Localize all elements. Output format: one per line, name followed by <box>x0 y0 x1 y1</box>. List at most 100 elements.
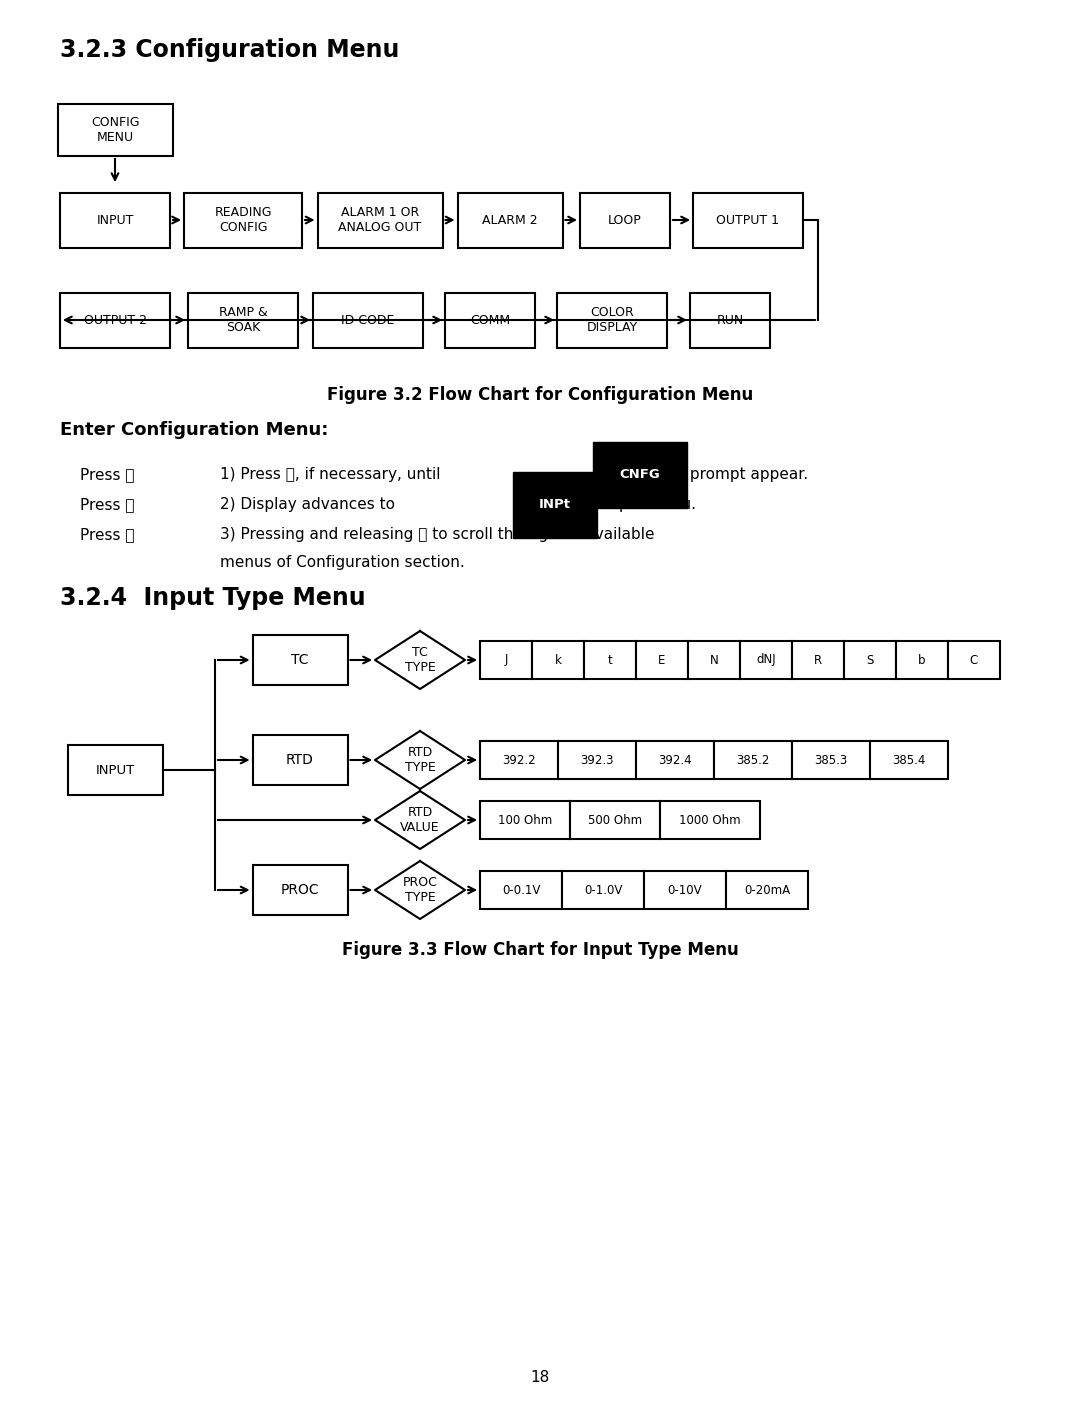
FancyBboxPatch shape <box>714 741 792 779</box>
FancyBboxPatch shape <box>792 741 870 779</box>
Text: 500 Ohm: 500 Ohm <box>588 813 643 826</box>
Text: RUN: RUN <box>716 313 744 326</box>
Text: prompt appear.: prompt appear. <box>685 467 808 483</box>
FancyBboxPatch shape <box>636 741 714 779</box>
Text: 2) Display advances to: 2) Display advances to <box>220 497 400 513</box>
FancyBboxPatch shape <box>562 871 644 909</box>
Text: 385.3: 385.3 <box>814 754 848 767</box>
Text: k: k <box>554 654 562 666</box>
FancyBboxPatch shape <box>318 192 443 247</box>
Text: 3) Pressing and releasing ⓘ to scroll through all available: 3) Pressing and releasing ⓘ to scroll th… <box>220 528 654 542</box>
FancyBboxPatch shape <box>480 801 570 839</box>
Text: R: R <box>814 654 822 666</box>
Text: 385.4: 385.4 <box>892 754 926 767</box>
Text: RTD: RTD <box>286 753 314 767</box>
FancyBboxPatch shape <box>636 641 688 679</box>
Text: 18: 18 <box>530 1370 550 1385</box>
Text: Input Menu.: Input Menu. <box>600 497 696 513</box>
FancyBboxPatch shape <box>726 871 808 909</box>
Text: b: b <box>918 654 926 666</box>
Text: E: E <box>659 654 665 666</box>
FancyBboxPatch shape <box>60 192 170 247</box>
FancyBboxPatch shape <box>480 871 562 909</box>
Text: 1) Press ⓘ, if necessary, until: 1) Press ⓘ, if necessary, until <box>220 467 445 483</box>
Text: TC
TYPE: TC TYPE <box>405 647 435 674</box>
FancyBboxPatch shape <box>948 641 1000 679</box>
Text: N: N <box>710 654 718 666</box>
Text: S: S <box>866 654 874 666</box>
FancyBboxPatch shape <box>480 641 532 679</box>
Text: PROC
TYPE: PROC TYPE <box>403 875 437 904</box>
FancyBboxPatch shape <box>693 192 804 247</box>
Text: 392.2: 392.2 <box>502 754 536 767</box>
FancyBboxPatch shape <box>870 741 948 779</box>
Text: INPt: INPt <box>539 498 571 511</box>
FancyBboxPatch shape <box>253 736 348 785</box>
FancyBboxPatch shape <box>188 292 298 347</box>
Text: ALARM 1 OR
ANALOG OUT: ALARM 1 OR ANALOG OUT <box>338 206 421 234</box>
Text: OUTPUT 1: OUTPUT 1 <box>716 213 780 226</box>
Text: dNJ: dNJ <box>756 654 775 666</box>
Text: 3.2.4  Input Type Menu: 3.2.4 Input Type Menu <box>60 586 366 610</box>
Text: COMM: COMM <box>470 313 510 326</box>
Text: Press ⓙ: Press ⓙ <box>80 497 135 513</box>
FancyBboxPatch shape <box>480 741 558 779</box>
Text: COLOR
DISPLAY: COLOR DISPLAY <box>586 306 637 335</box>
Text: 0-20mA: 0-20mA <box>744 884 791 897</box>
FancyBboxPatch shape <box>57 104 173 155</box>
Text: ALARM 2: ALARM 2 <box>482 213 538 226</box>
FancyBboxPatch shape <box>558 741 636 779</box>
Text: Enter Configuration Menu:: Enter Configuration Menu: <box>60 421 328 439</box>
Text: CONFIG
MENU: CONFIG MENU <box>91 116 139 144</box>
Text: 100 Ohm: 100 Ohm <box>498 813 552 826</box>
Text: 0-10V: 0-10V <box>667 884 702 897</box>
Text: ID CODE: ID CODE <box>341 313 394 326</box>
FancyBboxPatch shape <box>253 866 348 915</box>
FancyBboxPatch shape <box>570 801 660 839</box>
Text: RTD
TYPE: RTD TYPE <box>405 746 435 774</box>
Text: OUTPUT 2: OUTPUT 2 <box>83 313 147 326</box>
Text: Figure 3.3 Flow Chart for Input Type Menu: Figure 3.3 Flow Chart for Input Type Men… <box>341 940 739 959</box>
FancyBboxPatch shape <box>740 641 792 679</box>
FancyBboxPatch shape <box>644 871 726 909</box>
FancyBboxPatch shape <box>445 292 535 347</box>
Text: INPUT: INPUT <box>96 213 134 226</box>
Text: 1000 Ohm: 1000 Ohm <box>679 813 741 826</box>
Text: 0-1.0V: 0-1.0V <box>584 884 622 897</box>
Text: t: t <box>608 654 612 666</box>
Text: 385.2: 385.2 <box>737 754 770 767</box>
Text: RTD
VALUE: RTD VALUE <box>401 806 440 834</box>
Text: INPUT: INPUT <box>95 764 135 777</box>
Text: 3.2.3 Configuration Menu: 3.2.3 Configuration Menu <box>60 38 400 62</box>
Text: RAMP &
SOAK: RAMP & SOAK <box>218 306 268 335</box>
Text: TC: TC <box>292 652 309 666</box>
Text: LOOP: LOOP <box>608 213 642 226</box>
FancyBboxPatch shape <box>580 192 670 247</box>
Text: C: C <box>970 654 978 666</box>
Text: Figure 3.2 Flow Chart for Configuration Menu: Figure 3.2 Flow Chart for Configuration … <box>327 385 753 404</box>
FancyBboxPatch shape <box>253 635 348 685</box>
FancyBboxPatch shape <box>67 746 162 795</box>
FancyBboxPatch shape <box>896 641 948 679</box>
Text: Press ⓘ: Press ⓘ <box>80 528 135 542</box>
FancyBboxPatch shape <box>313 292 423 347</box>
FancyBboxPatch shape <box>532 641 584 679</box>
Text: PROC: PROC <box>281 882 320 897</box>
Text: menus of Configuration section.: menus of Configuration section. <box>220 555 464 569</box>
Text: 392.3: 392.3 <box>580 754 613 767</box>
Text: READING
CONFIG: READING CONFIG <box>214 206 272 234</box>
FancyBboxPatch shape <box>184 192 302 247</box>
Text: 0-0.1V: 0-0.1V <box>502 884 540 897</box>
Text: CNFG: CNFG <box>620 469 660 481</box>
FancyBboxPatch shape <box>843 641 896 679</box>
Text: Press ⓘ: Press ⓘ <box>80 467 135 483</box>
FancyBboxPatch shape <box>60 292 170 347</box>
FancyBboxPatch shape <box>584 641 636 679</box>
FancyBboxPatch shape <box>458 192 563 247</box>
FancyBboxPatch shape <box>690 292 770 347</box>
FancyBboxPatch shape <box>660 801 760 839</box>
FancyBboxPatch shape <box>688 641 740 679</box>
FancyBboxPatch shape <box>792 641 843 679</box>
Text: 392.4: 392.4 <box>658 754 692 767</box>
FancyBboxPatch shape <box>557 292 667 347</box>
